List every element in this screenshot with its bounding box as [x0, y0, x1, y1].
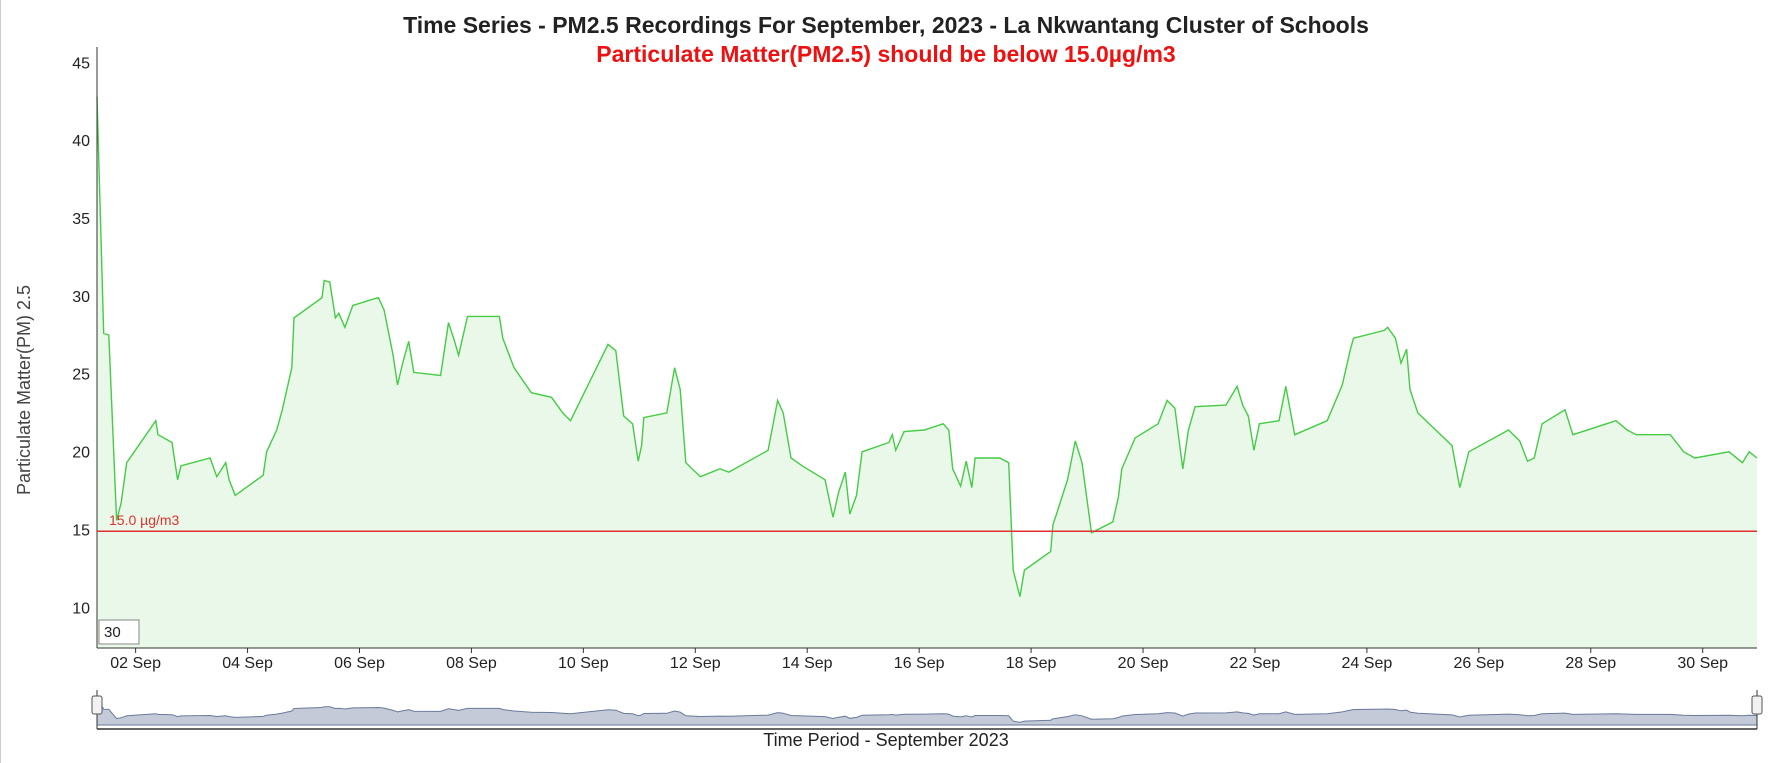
y-tick-label: 15: [72, 522, 90, 539]
y-tick-label: 40: [72, 133, 90, 150]
y-tick-label: 10: [72, 600, 90, 617]
x-tick-label: 10 Sep: [558, 655, 609, 672]
x-tick-label: 20 Sep: [1118, 655, 1169, 672]
navigator-series: [96, 695, 1758, 726]
area: [97, 96, 1757, 649]
y-axis-label: Particulate Matter(PM) 2.5: [14, 285, 34, 495]
line: [96, 96, 1758, 597]
x-tick-label: 30 Sep: [1677, 655, 1728, 672]
navigator-handle[interactable]: [1751, 695, 1763, 715]
navigator-handle[interactable]: [91, 695, 103, 715]
x-tick-label: 18 Sep: [1006, 655, 1057, 672]
x-tick-label: 08 Sep: [446, 655, 497, 672]
x-tick-label: 04 Sep: [222, 655, 273, 672]
y-tick-label: 35: [72, 211, 90, 228]
x-tick-label: 06 Sep: [334, 655, 385, 672]
range-input-text[interactable]: 30: [104, 624, 121, 641]
range-input-box[interactable]: [98, 619, 140, 645]
x-tick-label: 26 Sep: [1453, 655, 1504, 672]
x-tick-label: 02 Sep: [110, 655, 161, 672]
x-tick-label: 14 Sep: [782, 655, 833, 672]
y-tick-label: 20: [72, 445, 90, 462]
x-tick-label: 16 Sep: [894, 655, 945, 672]
x-axis-label: Time Period - September 2023: [763, 730, 1008, 750]
x-tick-label: 28 Sep: [1565, 655, 1616, 672]
threshold-label: 15.0 µg/m3: [109, 512, 180, 528]
x-tick-label: 24 Sep: [1342, 655, 1393, 672]
y-tick-label: 25: [72, 367, 90, 384]
chart-subtitle: Particulate Matter(PM2.5) should be belo…: [596, 41, 1175, 67]
x-tick-label: 22 Sep: [1230, 655, 1281, 672]
chart-title: Time Series - PM2.5 Recordings For Septe…: [403, 12, 1369, 38]
y-tick-label: 30: [72, 289, 90, 306]
x-tick-label: 12 Sep: [670, 655, 721, 672]
y-tick-label: 45: [72, 55, 90, 72]
